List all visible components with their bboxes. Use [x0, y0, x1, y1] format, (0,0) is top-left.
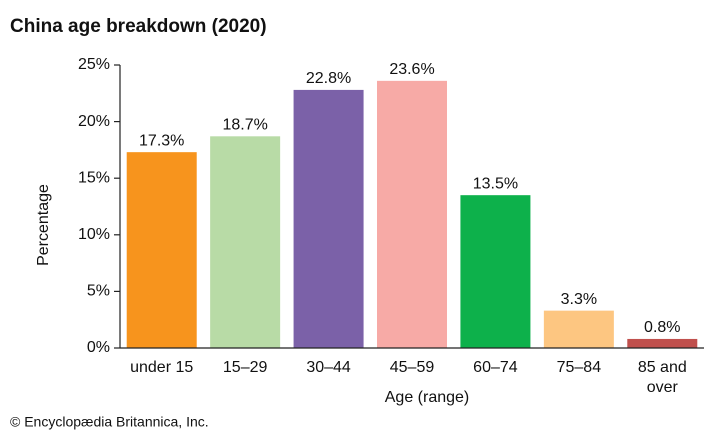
- source: © Encyclopædia Britannica, Inc.: [10, 414, 209, 430]
- value-label: 13.5%: [473, 175, 518, 192]
- chart-title: China age breakdown (2020): [10, 16, 267, 37]
- x-tick-label: under 15: [130, 359, 194, 376]
- value-label: 3.3%: [561, 291, 597, 308]
- y-tick-label: 10%: [78, 226, 110, 243]
- x-tick-group: 75–84: [556, 359, 602, 376]
- bar: [377, 80, 447, 349]
- x-tick-group: 45–59: [389, 359, 435, 376]
- x-tick-group: 85 and over: [637, 359, 687, 396]
- x-tick-group: 60–74: [473, 359, 518, 376]
- value-label: 23.6%: [389, 61, 434, 78]
- x-tick-group: 15–29: [222, 359, 268, 376]
- y-tick-label: 20%: [78, 113, 110, 130]
- bar: [627, 338, 698, 348]
- bar: [210, 136, 281, 348]
- value-label: 18.7%: [222, 117, 267, 134]
- bar: [460, 195, 531, 348]
- bar: [543, 310, 614, 348]
- x-tick-label: 30–44: [306, 359, 351, 376]
- y-tick-label: 25%: [78, 56, 110, 73]
- x-tick-label: 60–74: [473, 359, 518, 376]
- bar: [293, 89, 364, 349]
- x-tick-group: 30–44: [306, 359, 351, 376]
- x-tick-label: 45–59: [389, 359, 435, 376]
- x-tick-label: 75–84: [556, 359, 602, 376]
- value-label: 22.8%: [306, 70, 351, 87]
- x-tick-label: 85 and over: [637, 359, 687, 396]
- value-label: 17.3%: [139, 132, 184, 149]
- y-axis-label: Percentage: [35, 184, 52, 266]
- value-label: 0.8%: [644, 319, 680, 336]
- bar: [126, 152, 197, 348]
- y-tick-label: 0%: [87, 339, 110, 356]
- y-tick-label: 15%: [78, 169, 110, 186]
- x-tick-group: under 15: [130, 359, 194, 376]
- y-tick-label: 5%: [87, 283, 110, 300]
- x-axis-label: Age (range): [385, 389, 470, 406]
- x-tick-label: 15–29: [222, 359, 268, 376]
